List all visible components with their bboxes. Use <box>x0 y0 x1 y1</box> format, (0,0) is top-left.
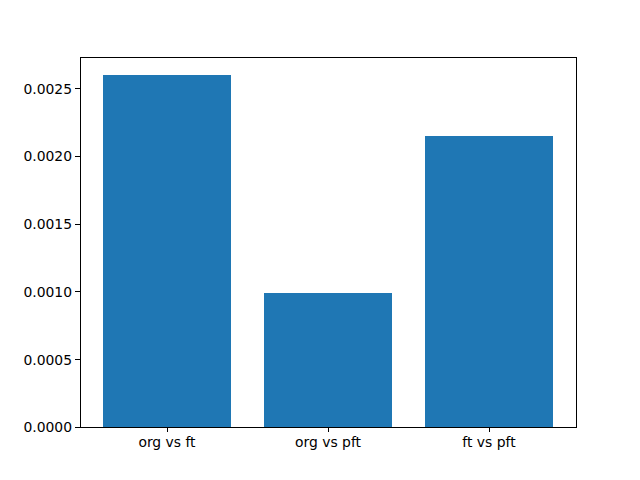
x-tick-mark <box>328 427 329 432</box>
y-axis-tick-label: 0.0005 <box>23 353 72 367</box>
y-axis-tick-label: 0.0010 <box>23 285 72 299</box>
y-tick-mark <box>75 291 80 292</box>
figure: 0.0000 0.0005 0.0010 0.0015 0.0020 0.0025 org … <box>0 0 640 480</box>
bar <box>264 293 393 427</box>
y-tick-mark <box>75 156 80 157</box>
x-axis-tick-label: org vs pft <box>248 435 408 449</box>
bar <box>103 75 232 427</box>
x-tick-mark <box>489 427 490 432</box>
x-axis-tick-label: org vs ft <box>87 435 247 449</box>
y-tick-mark <box>75 359 80 360</box>
y-axis-tick-label: 0.0015 <box>23 217 72 231</box>
bar <box>425 136 554 427</box>
y-tick-mark <box>75 427 80 428</box>
x-axis-tick-label: ft vs pft <box>409 435 569 449</box>
x-tick-mark <box>167 427 168 432</box>
y-axis-tick-label: 0.0025 <box>23 82 72 96</box>
y-axis-tick-label: 0.0020 <box>23 149 72 163</box>
y-tick-mark <box>75 88 80 89</box>
y-tick-mark <box>75 224 80 225</box>
y-axis-tick-label: 0.0000 <box>23 420 72 434</box>
